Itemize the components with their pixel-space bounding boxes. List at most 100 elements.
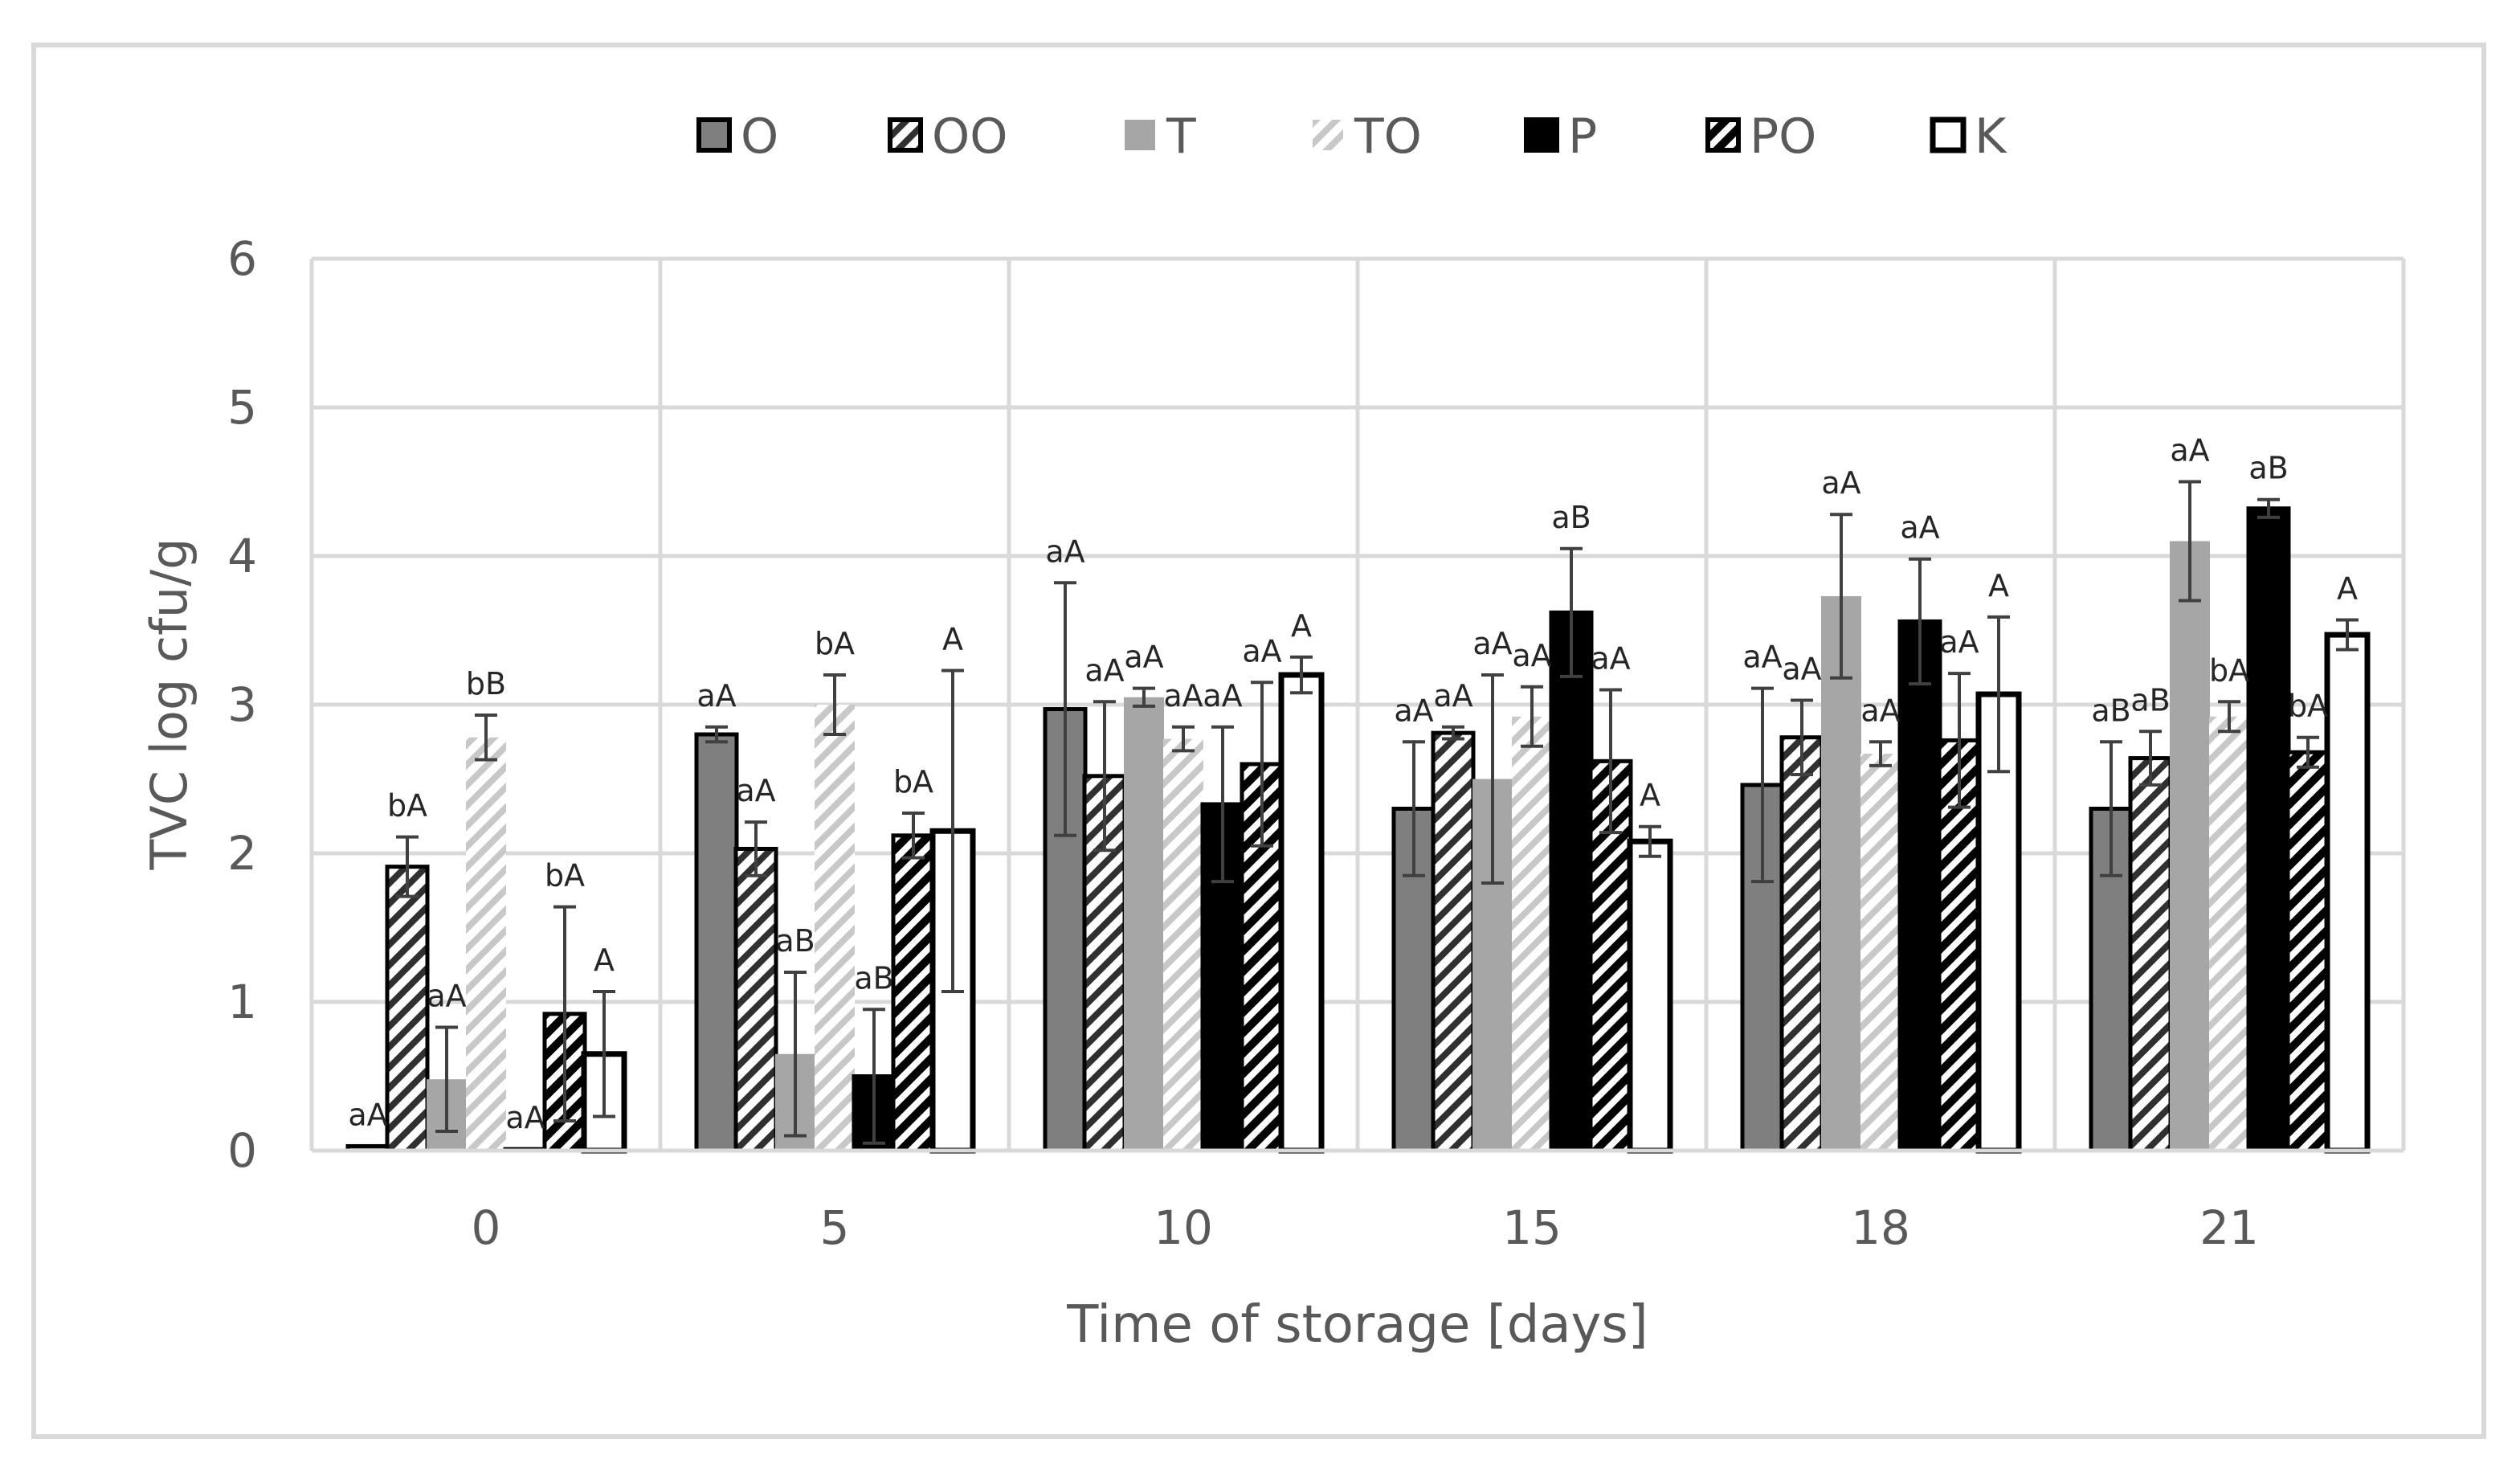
significance-label: aA [2170, 433, 2209, 468]
bar-k [2324, 632, 2371, 1154]
significance-label: aA [1045, 534, 1084, 569]
y-tick-label: 6 [227, 231, 257, 286]
legend-label-to: TO [1354, 108, 1422, 165]
legend-swatch-oo [888, 117, 923, 153]
legend-label-t: T [1166, 108, 1196, 165]
significance-label: aA [1203, 678, 1242, 714]
significance-label: A [1988, 568, 2009, 603]
legend-swatch-to [1313, 120, 1343, 150]
bar-t [1821, 595, 1861, 1151]
bar-to [1860, 754, 1901, 1151]
x-tick-label: 0 [472, 1200, 501, 1255]
bar-po [2285, 750, 2330, 1153]
x-tick-label: 5 [820, 1200, 850, 1255]
y-axis-title: TVC log cfu/g [140, 538, 198, 871]
significance-label: aB [854, 960, 893, 996]
significance-label: bA [2288, 689, 2328, 724]
significance-label: bA [387, 788, 427, 824]
significance-label: A [1291, 608, 1312, 644]
y-tick-label: 3 [227, 677, 257, 732]
significance-label: aA [1242, 633, 1281, 669]
legend-swatch-p [1524, 117, 1559, 153]
significance-label: aA [1591, 641, 1630, 677]
x-tick-label: 15 [1502, 1200, 1562, 1255]
y-tick-label: 4 [227, 529, 257, 583]
bar-to [2209, 716, 2249, 1151]
x-tick-label: 18 [1851, 1200, 1910, 1255]
significance-label: bA [2209, 652, 2249, 688]
significance-label: aA [1084, 652, 1124, 688]
legend-swatch-o [696, 117, 732, 153]
significance-label: aA [1512, 638, 1551, 673]
legend-label-oo: OO [932, 108, 1007, 165]
legend-label-p: P [1568, 108, 1597, 165]
bar-o [694, 732, 739, 1153]
legend: O OO T TO P PO K [696, 108, 2007, 165]
bar-oo [385, 865, 430, 1153]
legend-swatch-t [1125, 120, 1155, 150]
significance-label: aA [1433, 678, 1472, 714]
significance-label: A [594, 943, 615, 978]
bar-oo [1779, 735, 1824, 1153]
bar-to [1512, 716, 1552, 1151]
significance-label: A [942, 621, 963, 656]
significance-label: aA [1821, 465, 1860, 501]
significance-label: aB [2091, 693, 2130, 728]
axes: 0 1 2 3 4 5 6 0 5 10 15 18 21 [227, 231, 2404, 1255]
x-tick-label: 10 [1154, 1200, 1213, 1255]
significance-label: aA [1472, 626, 1512, 661]
significance-label: bA [545, 858, 585, 893]
bar-oo [733, 846, 778, 1153]
bar-po [891, 833, 936, 1153]
legend-label-po: PO [1750, 108, 1816, 165]
y-tick-label: 1 [227, 975, 257, 1029]
significance-label: aA [1782, 651, 1821, 686]
bar-oo [1431, 730, 1476, 1153]
significance-label: aA [736, 773, 775, 808]
significance-label: aA [1939, 624, 1979, 660]
bar-p [1897, 619, 1942, 1153]
bar-k [1627, 838, 1673, 1154]
significance-label: aA [1394, 693, 1433, 728]
significance-label: aA [696, 678, 736, 714]
bar-k [1278, 672, 1325, 1154]
y-tick-label: 0 [227, 1123, 257, 1178]
bar-o [1391, 807, 1436, 1153]
error-bars [396, 480, 2359, 1145]
y-tick-label: 5 [227, 380, 257, 435]
significance-label: bA [815, 626, 855, 661]
bar-to [815, 705, 855, 1151]
significance-label: A [1640, 778, 1660, 813]
significance-label: aA [1742, 640, 1782, 675]
chart-frame [31, 43, 2486, 1439]
significance-label: aA [1860, 693, 1900, 728]
y-tick-label: 2 [227, 826, 257, 881]
legend-label-k: K [1975, 108, 2007, 165]
legend-swatch-po [1705, 117, 1741, 153]
bar-t [2170, 541, 2210, 1151]
bar-p [1549, 610, 1594, 1153]
significance-label: aB [2130, 682, 2170, 718]
bar-t [1124, 697, 1164, 1151]
significance-label: aA [1163, 678, 1203, 714]
bar-p [2246, 506, 2291, 1153]
bar-oo [2128, 756, 2173, 1153]
significance-label: aB [1551, 500, 1591, 535]
bar-to [1163, 738, 1203, 1151]
significance-label: aA [1900, 510, 1939, 546]
x-axis-title: Time of storage [days] [1066, 1295, 1648, 1355]
significance-label: bA [893, 764, 933, 799]
significance-label: bB [466, 666, 506, 701]
significance-label: A [2337, 571, 2358, 607]
significance-label: aB [2248, 451, 2288, 486]
significance-label: aA [427, 978, 466, 1013]
legend-swatch-k [1930, 117, 1967, 153]
significance-label: aA [348, 1097, 387, 1132]
legend-label-o: O [741, 108, 778, 165]
x-tick-label: 21 [2199, 1200, 2259, 1255]
significance-label: aA [505, 1100, 545, 1135]
bar-to [466, 737, 506, 1151]
